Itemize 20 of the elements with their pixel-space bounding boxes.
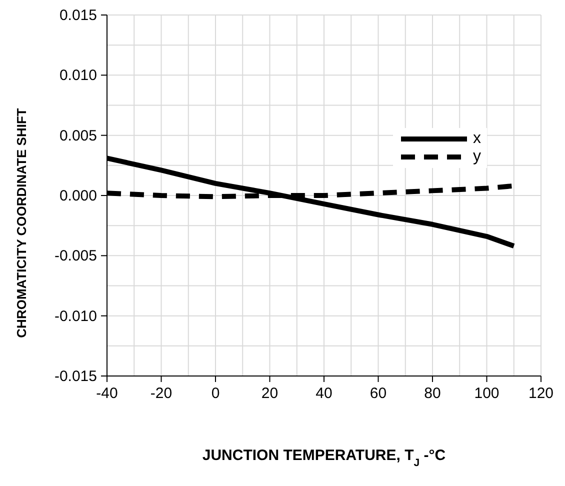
- y-tick-label: 0.000: [59, 188, 97, 204]
- x-tick-label: 60: [370, 385, 387, 402]
- y-tick-label: 0.010: [59, 67, 97, 84]
- x-tick-label: 40: [316, 385, 332, 402]
- y-tick-label: 0.005: [59, 127, 97, 144]
- x-tick-label: 120: [528, 385, 554, 402]
- legend-label: y: [473, 148, 481, 166]
- y-tick-label: -0.005: [54, 248, 97, 265]
- y-tick-label: 0.015: [59, 7, 97, 24]
- x-tick-label: -40: [96, 385, 118, 402]
- y-tick-label: -0.010: [54, 308, 97, 325]
- y-tick-label: -0.015: [54, 368, 97, 385]
- x-axis-title: JUNCTION TEMPERATURE, T$_{J}$ -°C: [202, 447, 446, 469]
- x-tick-label: 20: [261, 385, 278, 402]
- x-tick-label: 100: [474, 385, 500, 402]
- legend-label: x: [473, 130, 481, 148]
- x-tick-label: 0: [211, 385, 220, 402]
- y-axis-title: CHROMATICITY COORDINATE SHIFT: [14, 108, 29, 338]
- x-tick-label: 80: [424, 385, 441, 402]
- x-tick-label: -20: [150, 385, 172, 402]
